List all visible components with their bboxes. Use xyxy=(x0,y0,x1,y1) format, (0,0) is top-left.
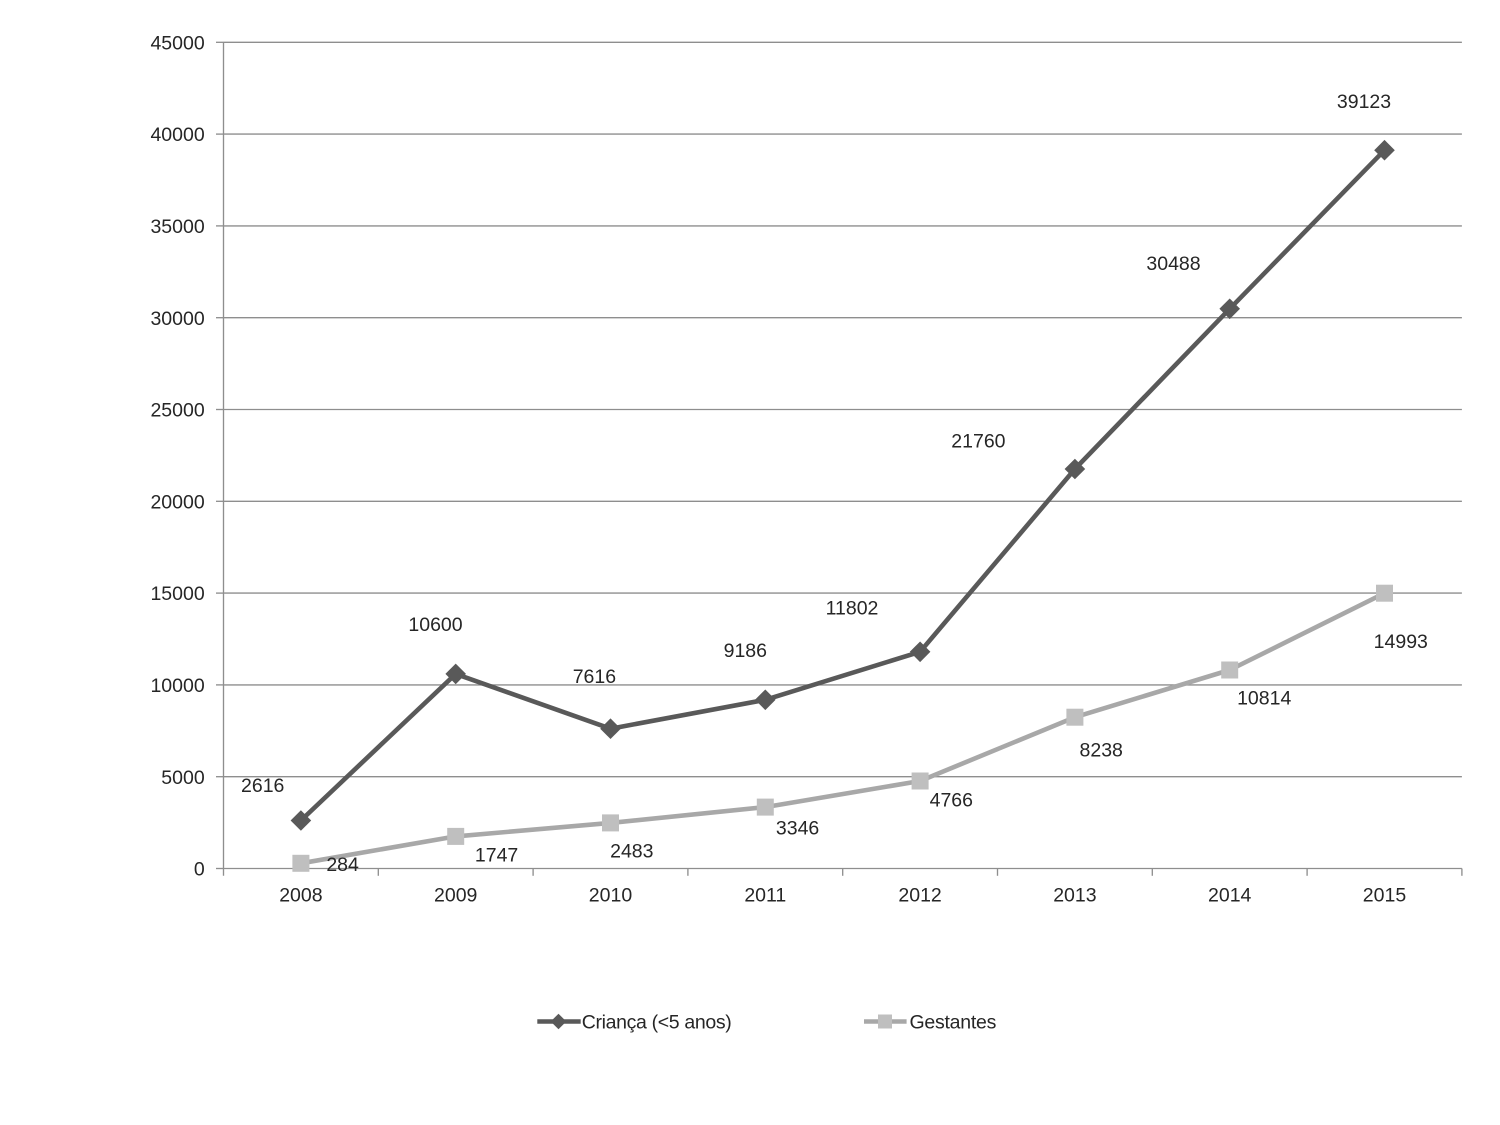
svg-text:2008: 2008 xyxy=(279,885,322,907)
svg-text:14993: 14993 xyxy=(1374,631,1428,653)
svg-text:30000: 30000 xyxy=(150,308,204,330)
svg-text:Gestantes: Gestantes xyxy=(910,1012,997,1034)
svg-text:39123: 39123 xyxy=(1337,91,1391,113)
svg-text:2012: 2012 xyxy=(898,885,941,907)
svg-text:0: 0 xyxy=(194,859,205,881)
svg-text:2014: 2014 xyxy=(1208,885,1252,907)
svg-text:2616: 2616 xyxy=(241,775,284,797)
svg-text:2009: 2009 xyxy=(434,885,477,907)
svg-text:2010: 2010 xyxy=(589,885,633,907)
svg-text:9186: 9186 xyxy=(724,640,767,662)
svg-text:45000: 45000 xyxy=(150,32,204,54)
svg-text:21760: 21760 xyxy=(951,431,1005,453)
svg-text:40000: 40000 xyxy=(150,124,204,146)
svg-text:25000: 25000 xyxy=(150,400,204,422)
svg-text:Criança (<5 anos): Criança (<5 anos) xyxy=(582,1012,732,1034)
svg-text:1747: 1747 xyxy=(475,845,518,867)
svg-text:10000: 10000 xyxy=(150,675,204,697)
svg-text:30488: 30488 xyxy=(1146,253,1200,275)
svg-text:10600: 10600 xyxy=(408,614,462,636)
svg-text:2011: 2011 xyxy=(744,885,786,907)
svg-text:2015: 2015 xyxy=(1363,885,1407,907)
svg-text:11802: 11802 xyxy=(826,597,879,619)
svg-text:284: 284 xyxy=(326,854,359,876)
svg-text:7616: 7616 xyxy=(573,666,616,688)
svg-text:2013: 2013 xyxy=(1053,885,1096,907)
svg-text:8238: 8238 xyxy=(1080,739,1123,761)
svg-text:35000: 35000 xyxy=(150,216,204,238)
svg-text:5000: 5000 xyxy=(161,767,205,789)
svg-text:20000: 20000 xyxy=(150,491,204,513)
svg-text:10814: 10814 xyxy=(1237,688,1291,710)
svg-text:4766: 4766 xyxy=(930,789,973,811)
svg-text:15000: 15000 xyxy=(150,583,204,605)
svg-text:2483: 2483 xyxy=(610,840,653,862)
svg-text:3346: 3346 xyxy=(776,817,819,839)
